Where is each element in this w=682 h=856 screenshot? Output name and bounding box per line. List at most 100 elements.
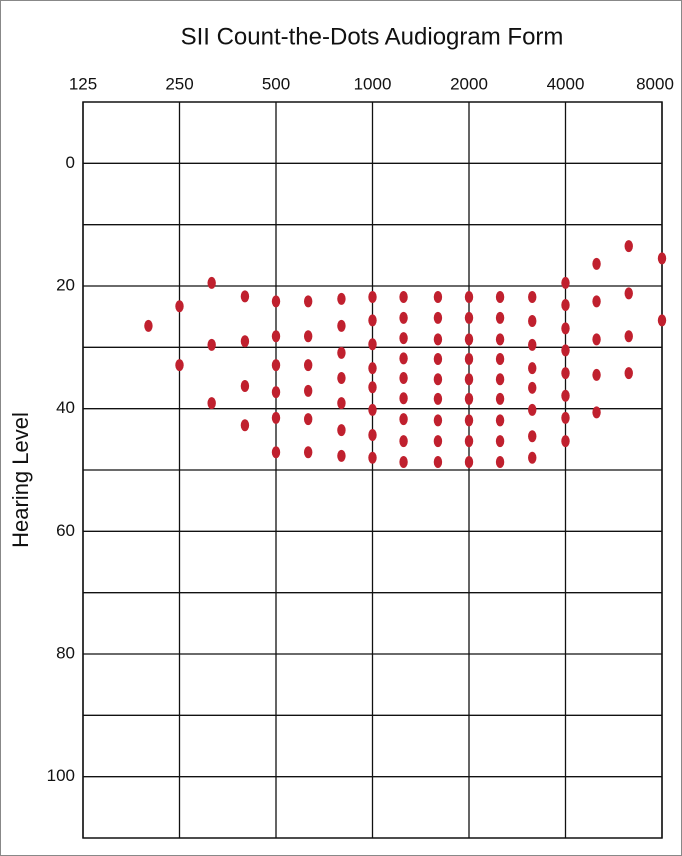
dot <box>207 338 216 351</box>
dot <box>240 335 250 348</box>
dot <box>495 352 505 365</box>
dot <box>399 392 408 405</box>
dot <box>495 373 505 386</box>
dot <box>464 435 474 448</box>
dot <box>592 333 601 346</box>
x-tick-label: 2000 <box>450 74 488 93</box>
dot <box>368 403 377 416</box>
dot <box>271 386 281 399</box>
dot <box>561 435 570 448</box>
dot <box>368 451 377 464</box>
y-tick-label: 0 <box>66 153 75 172</box>
dot <box>528 381 537 394</box>
dot <box>592 406 601 419</box>
dot <box>144 319 153 332</box>
dot <box>207 276 216 289</box>
dot <box>303 330 313 343</box>
dot <box>433 392 443 405</box>
dot <box>624 367 633 380</box>
dot <box>528 403 537 416</box>
y-tick-label: 80 <box>56 643 75 662</box>
dot <box>592 257 601 270</box>
dot <box>528 430 537 443</box>
dot <box>337 424 346 437</box>
dot <box>303 295 313 308</box>
dot <box>464 414 474 427</box>
dot <box>624 287 633 300</box>
dot <box>464 456 474 469</box>
dot <box>433 291 443 304</box>
dot <box>240 379 250 392</box>
dot <box>495 311 505 324</box>
dot <box>495 414 505 427</box>
dot <box>433 435 443 448</box>
dot <box>495 392 505 405</box>
x-tick-label: 125 <box>69 74 97 93</box>
dot <box>368 381 377 394</box>
dot <box>399 332 408 345</box>
dot <box>337 449 346 462</box>
dot <box>464 373 474 386</box>
y-tick-label: 40 <box>56 398 75 417</box>
dot <box>399 435 408 448</box>
dot <box>624 330 633 343</box>
dot <box>399 372 408 384</box>
dot <box>337 319 346 332</box>
x-tick-label: 4000 <box>547 74 585 93</box>
dot <box>433 373 443 386</box>
x-tick-label: 8000 <box>636 74 674 93</box>
dot <box>657 252 667 265</box>
dot <box>495 333 505 346</box>
dot <box>175 300 184 313</box>
dot <box>337 292 346 305</box>
dot <box>624 240 633 253</box>
y-tick-label: 20 <box>56 275 75 294</box>
dot <box>464 333 474 346</box>
dot <box>528 291 537 304</box>
dot <box>561 344 570 357</box>
dot <box>399 413 408 426</box>
dot <box>368 314 377 327</box>
dot <box>399 311 408 324</box>
dot <box>495 291 505 304</box>
dot <box>495 435 505 448</box>
dot <box>464 291 474 304</box>
dot <box>337 346 346 359</box>
dot <box>368 338 377 351</box>
dot <box>528 362 537 375</box>
dot <box>433 311 443 324</box>
dot <box>528 314 537 327</box>
dot <box>399 291 408 304</box>
dot <box>271 411 281 424</box>
dot <box>368 362 377 375</box>
y-axis-label: Hearing Level <box>8 412 33 548</box>
dot <box>464 352 474 365</box>
dot <box>561 389 570 402</box>
x-tick-label: 250 <box>165 74 193 93</box>
dot <box>175 359 184 372</box>
y-tick-label: 60 <box>56 521 75 540</box>
dot <box>561 367 570 380</box>
dot <box>561 299 570 312</box>
dot <box>337 372 346 384</box>
dot <box>561 411 570 424</box>
dot <box>592 368 601 381</box>
dot <box>399 352 408 365</box>
dot <box>271 295 281 308</box>
dot <box>271 330 281 343</box>
dot <box>433 414 443 427</box>
dot <box>368 291 377 304</box>
y-tick-label: 100 <box>47 766 75 785</box>
dot <box>528 338 537 351</box>
dot <box>528 451 537 464</box>
dot <box>592 295 601 308</box>
dot <box>240 290 250 303</box>
chart-title: SII Count-the-Dots Audiogram Form <box>181 23 564 50</box>
dot <box>303 446 313 459</box>
dot <box>207 397 216 410</box>
dot <box>495 456 505 469</box>
x-tick-label: 1000 <box>354 74 392 93</box>
dot <box>433 352 443 365</box>
